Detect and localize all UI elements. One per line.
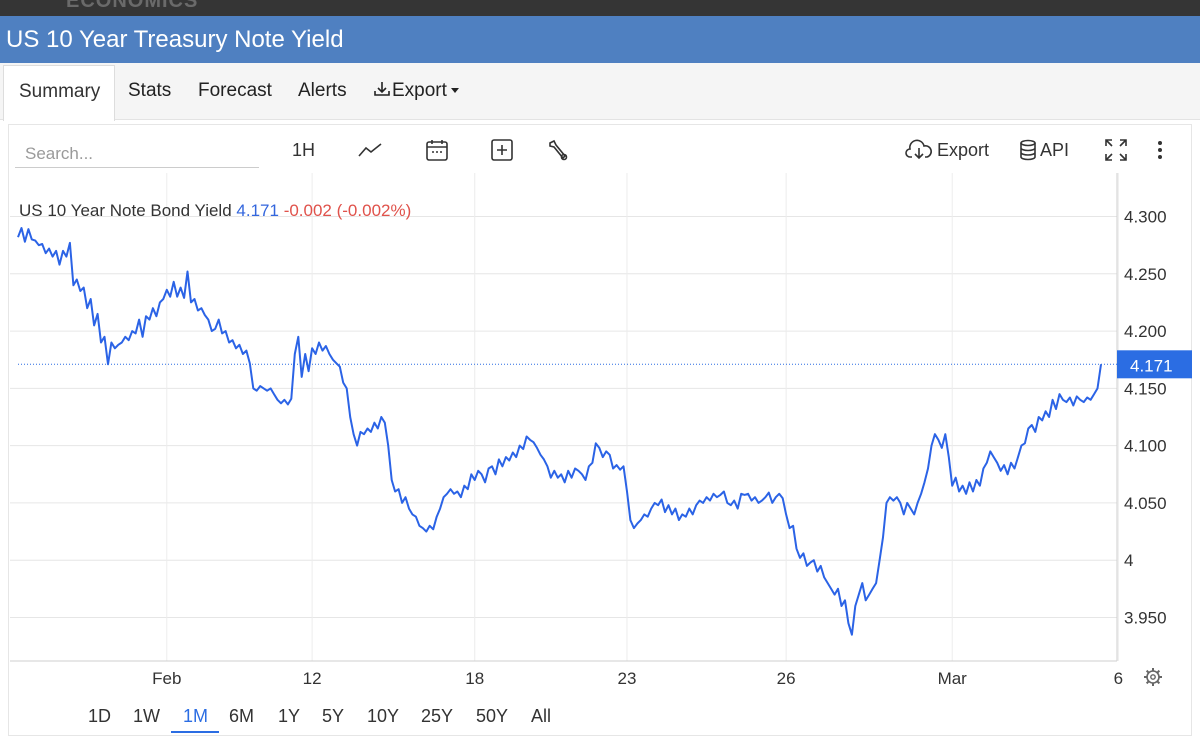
range-6m[interactable]: 6M bbox=[229, 706, 255, 726]
y-tick-label: 4.250 bbox=[1124, 265, 1167, 284]
legend-change: -0.002 (-0.002%) bbox=[283, 201, 412, 220]
range-1y[interactable]: 1Y bbox=[278, 706, 301, 726]
range-1w[interactable]: 1W bbox=[133, 706, 160, 726]
calendar-icon[interactable] bbox=[425, 136, 449, 164]
api-button[interactable]: API bbox=[1018, 136, 1069, 164]
chart-grid bbox=[10, 173, 1119, 661]
x-tick-label: 18 bbox=[465, 669, 484, 688]
x-tick-label: 26 bbox=[777, 669, 796, 688]
page-title: US 10 Year Treasury Note Yield bbox=[6, 26, 344, 53]
range-selector: 1D 1W 1M 6M 1Y 5Y 10Y 25Y 50Y All bbox=[0, 700, 700, 736]
last-value-label: 4.171 bbox=[1130, 356, 1173, 375]
export-label: Export bbox=[937, 139, 990, 160]
range-active-underline bbox=[171, 731, 219, 733]
fullscreen-icon[interactable] bbox=[1103, 136, 1129, 164]
x-tick-label: 12 bbox=[303, 669, 322, 688]
download-icon bbox=[374, 82, 390, 96]
y-tick-label: 4.200 bbox=[1124, 322, 1167, 341]
y-tick-label: 4.050 bbox=[1124, 494, 1167, 513]
cloud-download-icon bbox=[905, 139, 932, 160]
x-tick-label: 6 bbox=[1114, 669, 1123, 688]
y-tick-label: 3.950 bbox=[1124, 608, 1167, 627]
y-tick-label: 4.100 bbox=[1124, 437, 1167, 456]
tab-export-label: Export bbox=[392, 80, 447, 101]
tab-bar: Summary Stats Forecast Alerts Export bbox=[0, 63, 1200, 121]
legend-value: 4.171 bbox=[236, 201, 279, 220]
site-header-strip: ECONOMICS bbox=[0, 0, 1200, 16]
api-label: API bbox=[1040, 139, 1070, 160]
more-vertical-icon[interactable] bbox=[1150, 136, 1170, 164]
tab-forecast[interactable]: Forecast bbox=[198, 80, 272, 101]
x-tick-label: Mar bbox=[938, 669, 968, 688]
range-5y[interactable]: 5Y bbox=[322, 706, 345, 726]
range-1d[interactable]: 1D bbox=[88, 706, 112, 726]
title-bar: US 10 Year Treasury Note Yield bbox=[0, 16, 1200, 63]
last-value-badge bbox=[1117, 350, 1192, 379]
range-all[interactable]: All bbox=[531, 706, 552, 726]
range-50y[interactable]: 50Y bbox=[476, 706, 509, 726]
y-tick-label: 4.150 bbox=[1124, 379, 1167, 398]
site-brand: ECONOMICS bbox=[66, 0, 199, 12]
gear-icon bbox=[1144, 668, 1162, 686]
y-tick-label: 4 bbox=[1124, 551, 1133, 570]
database-icon bbox=[1020, 139, 1036, 161]
yield-series-line bbox=[17, 227, 1102, 636]
range-25y[interactable]: 25Y bbox=[421, 706, 454, 726]
chart-legend: US 10 Year Note Bond Yield 4.171 -0.002 … bbox=[19, 201, 411, 221]
tab-alerts[interactable]: Alerts bbox=[298, 80, 347, 101]
chevron-down-icon bbox=[450, 88, 459, 94]
tab-stats[interactable]: Stats bbox=[128, 80, 172, 101]
chart-panel bbox=[8, 124, 1192, 736]
tab-summary[interactable]: Summary bbox=[3, 65, 115, 121]
export-button[interactable]: Export bbox=[905, 136, 989, 164]
x-tick-label: 23 bbox=[618, 669, 637, 688]
chart-axes: 4.300 4.250 4.200 4.150 4.100 4.050 4 3.950 Feb 1… bbox=[10, 173, 1167, 688]
plus-square-icon[interactable] bbox=[490, 136, 514, 164]
legend-series-name: US 10 Year Note Bond Yield bbox=[19, 201, 232, 220]
line-chart-icon[interactable] bbox=[356, 136, 384, 164]
search-input[interactable] bbox=[15, 140, 259, 168]
tab-export[interactable]: Export bbox=[372, 80, 459, 102]
range-1m[interactable]: 1M bbox=[183, 706, 209, 726]
y-tick-label: 4.300 bbox=[1124, 208, 1167, 227]
x-tick-label: Feb bbox=[152, 669, 181, 688]
wrench-icon[interactable] bbox=[546, 136, 570, 164]
chart-series bbox=[17, 227, 1102, 636]
range-10y[interactable]: 10Y bbox=[367, 706, 400, 726]
chart-last-value: 4.171 bbox=[18, 350, 1192, 379]
interval-button[interactable]: 1H bbox=[292, 139, 316, 160]
